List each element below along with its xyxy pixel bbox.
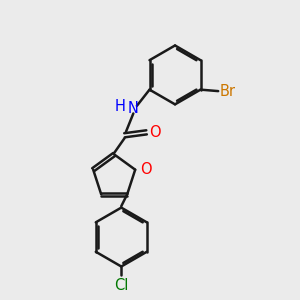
Text: N: N: [128, 101, 139, 116]
Text: Br: Br: [220, 84, 236, 99]
Text: H: H: [114, 99, 125, 114]
Text: O: O: [140, 162, 152, 177]
Text: Cl: Cl: [114, 278, 128, 293]
Text: O: O: [149, 125, 161, 140]
